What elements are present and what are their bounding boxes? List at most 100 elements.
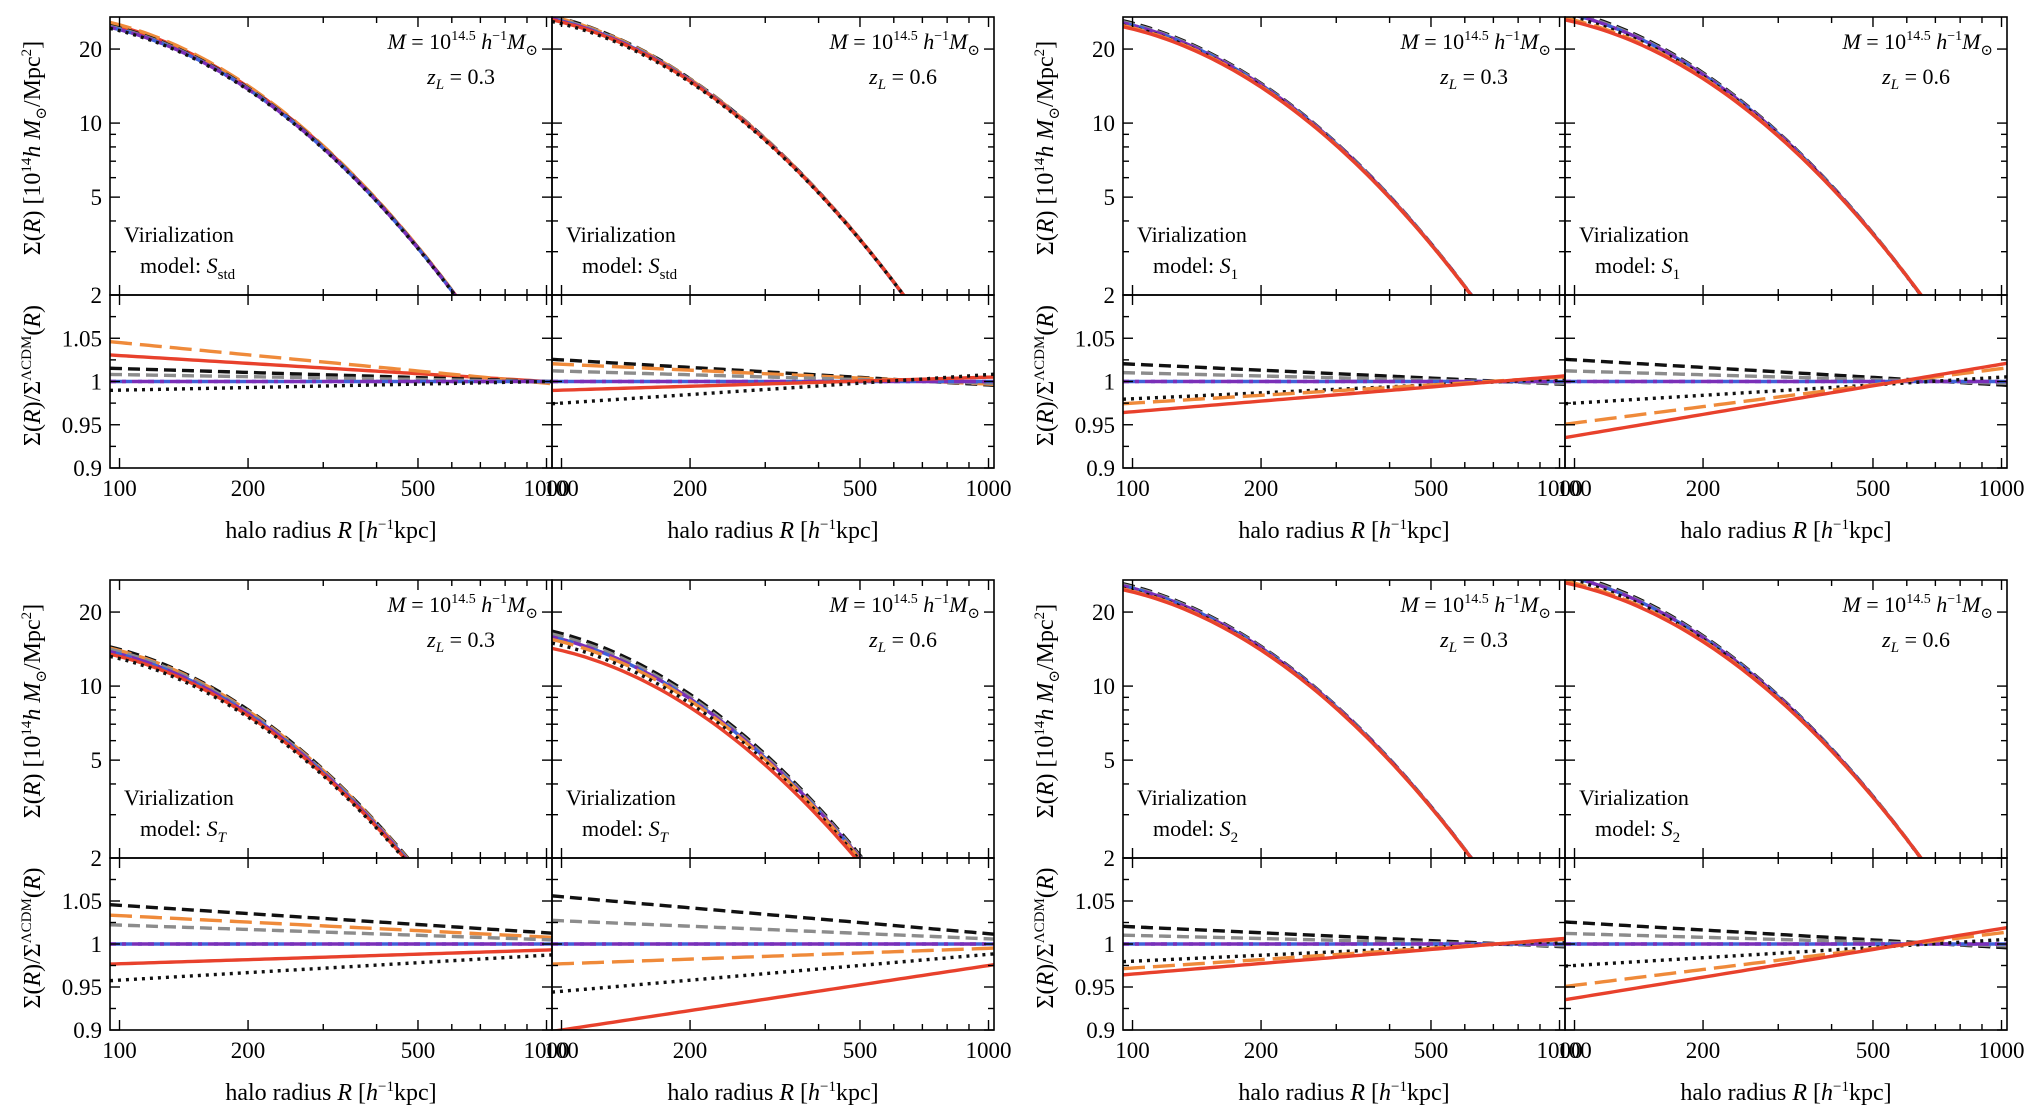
redshift-annotation: zL = 0.6: [868, 627, 937, 656]
ylabel-mpc: /Mpc: [1033, 619, 1059, 670]
ratio-label-open: (: [20, 890, 46, 898]
sigma-curve-black-dotted: [552, 641, 860, 858]
mass-m: M: [948, 29, 969, 54]
sigma-curve-gray-dashed: [110, 647, 409, 858]
model-symbol: S: [649, 816, 660, 841]
ratio-curve-black-dotted: [1565, 937, 2007, 968]
ratio-curves: [1565, 920, 2007, 1002]
y-tick-label: 20: [79, 37, 102, 62]
surface-density-curves: [1565, 17, 1924, 295]
y-tick-label: 10: [79, 111, 102, 136]
mass-h-exp: −1: [492, 592, 507, 607]
mass-h: h: [918, 29, 935, 54]
xlabel-h: h: [1379, 1080, 1391, 1106]
ratio-curve-black-dotted: [552, 372, 994, 406]
x-tick-label: 500: [1856, 1038, 1891, 1063]
model-subscript: T: [218, 830, 228, 846]
xlabel-var: R: [778, 518, 794, 544]
ratio-label-sigma: Σ(: [1033, 424, 1059, 446]
mass-m: M: [1961, 29, 1982, 54]
mass-eq: = 10: [848, 29, 893, 54]
ylabel-sigma: Σ(: [20, 796, 46, 818]
zl-sub: L: [435, 640, 444, 656]
ylabel-close: ]: [20, 604, 46, 612]
ratio-tick-label: 1: [91, 370, 103, 395]
ylabel-hm: h M: [20, 681, 46, 721]
x-tick-label: 100: [1115, 1038, 1150, 1063]
model-label: model: ST: [582, 816, 670, 846]
mass-h-exp: −1: [934, 592, 949, 607]
xlabel-h: h: [808, 1080, 820, 1106]
xlabel-var: R: [1349, 518, 1365, 544]
xlabel-text: halo radius: [1680, 518, 1792, 544]
x-tick-label: 200: [1244, 476, 1279, 501]
model-prefix: model:: [140, 253, 207, 278]
x-tick-label: 500: [401, 1038, 436, 1063]
ratio-curve-gray-dashed: [110, 923, 552, 942]
ratio-curve-red-solid: [1565, 925, 2007, 1002]
x-tick-label: 200: [1686, 1038, 1721, 1063]
y-axis-title-bottom: Σ(R)/ΣΛCDM(R): [1032, 867, 1059, 1008]
model-symbol: S: [207, 816, 218, 841]
mass-sun: ⊙: [967, 606, 980, 622]
ylabel-sigma: Σ(: [20, 233, 46, 255]
ylabel-var: R: [20, 218, 46, 234]
ylabel-hm: h M: [1033, 681, 1059, 721]
mass-m: M: [506, 592, 527, 617]
ratio-curve-orange-long-dash: [110, 913, 552, 940]
ratio-curves: [1123, 362, 1565, 415]
zl-value: = 0.3: [444, 627, 495, 652]
x-tick-label: 100: [1557, 476, 1592, 501]
mass-annotation: M = 1014.5 h−1M⊙: [828, 592, 980, 622]
mass-h-exp: −1: [1947, 592, 1962, 607]
xlabel-text: halo radius: [1238, 1080, 1350, 1106]
x-axis-title: halo radius R [h−1kpc]: [667, 517, 878, 544]
mass-sun: ⊙: [525, 43, 538, 59]
x-axis-title: halo radius R [h−1kpc]: [1238, 1079, 1449, 1106]
mass-h: h: [1489, 592, 1506, 617]
ratio-label-lcdm: ΛCDM: [1032, 336, 1048, 381]
ylabel-mpc-exp: 2: [1032, 49, 1048, 57]
model-subscript: std: [660, 267, 678, 283]
xlabel-unit: kpc]: [836, 518, 879, 544]
xlabel-unit: kpc]: [1407, 1080, 1450, 1106]
surface-density-curves: [110, 645, 410, 858]
zl-var: z: [868, 64, 878, 89]
ylabel-sun: ⊙: [34, 670, 50, 683]
ylabel-exp: 14: [1032, 720, 1048, 736]
ylabel-sun: ⊙: [34, 107, 50, 120]
model-subscript: 1: [1673, 267, 1681, 283]
mass-var: M: [828, 29, 849, 54]
ratio-label-sigma: Σ(: [20, 424, 46, 446]
y-tick-label: 5: [1104, 748, 1116, 773]
ratio-curves: [110, 902, 552, 983]
surface-density-curves: [1565, 580, 1924, 858]
ratio-label-sigma: Σ(: [1033, 987, 1059, 1009]
mass-var: M: [828, 592, 849, 617]
ratio-label-var: R: [20, 409, 46, 425]
sigma-curve-orange-long-dash: [552, 637, 862, 858]
mass-annotation: M = 1014.5 h−1M⊙: [386, 29, 538, 59]
xlabel-h: h: [1821, 1080, 1833, 1106]
ylabel-close: ]: [1033, 41, 1059, 49]
x-tick-label: 100: [1557, 1038, 1592, 1063]
ylabel-mpc-exp: 2: [19, 612, 35, 620]
xlabel-bracket: [: [352, 518, 366, 544]
x-tick-label: 200: [1686, 476, 1721, 501]
sigma-curve-red-solid: [1565, 18, 1924, 295]
ratio-label-open: (: [1033, 890, 1059, 898]
ratio-curve-black-dotted: [110, 953, 552, 983]
ratio-tick-label: 1.05: [62, 889, 102, 914]
x-tick-label: 200: [1244, 1038, 1279, 1063]
zl-value: = 0.3: [1457, 64, 1508, 89]
mass-var: M: [1841, 592, 1862, 617]
ratio-tick-label: 0.9: [73, 1018, 102, 1043]
y-tick-label: 5: [91, 185, 103, 210]
xlabel-var: R: [336, 518, 352, 544]
mass-eq: = 10: [406, 592, 451, 617]
sigma-curve-black-dotted: [552, 19, 906, 295]
ylabel-unit: ) [10: [1033, 173, 1059, 219]
zl-var: z: [1881, 64, 1891, 89]
ratio-tick-label: 1: [1104, 370, 1116, 395]
xlabel-bracket: [: [1365, 518, 1379, 544]
